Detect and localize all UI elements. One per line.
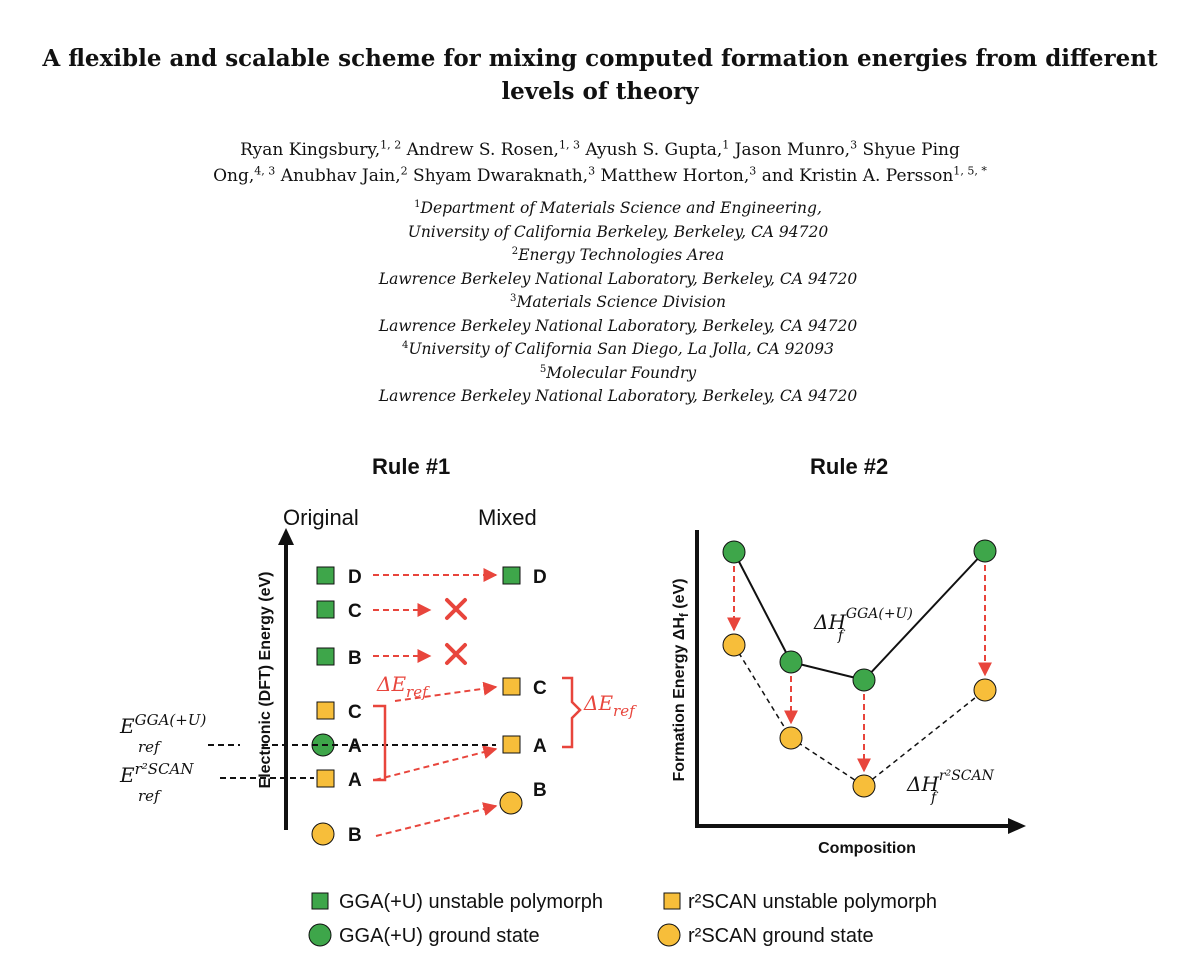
figure-rule-diagram: Rule #1 Original Mixed Electronic (DFT) …: [119, 454, 1026, 947]
eref-scan-sub: ref: [138, 787, 162, 805]
title-line-2: levels of theory: [501, 78, 699, 105]
rule1-title: Rule #1: [372, 454, 450, 479]
rule1-y-axis-arrowhead: [278, 528, 294, 545]
author: Matthew Horton,3: [595, 164, 757, 186]
orig-label-B-scan: B: [348, 825, 362, 846]
gga-point-2: [779, 650, 803, 674]
mixed-label-B: B: [533, 780, 547, 801]
scan-hull-line: [733, 644, 986, 787]
authors-line-2: Ong,4, 3 Anubhav Jain,2 Shyam Dwaraknath…: [0, 163, 1200, 189]
orig-label-A-scan: A: [348, 770, 362, 791]
affiliation-line: 4University of California San Diego, La …: [402, 339, 834, 358]
orig-label-C-scan: C: [348, 702, 362, 723]
gga-point-3: [852, 668, 876, 692]
orig-B-gga-square: [316, 647, 335, 666]
gga-hull-line: [733, 550, 986, 682]
original-delta-bracket: [373, 704, 387, 782]
legend-yellow-circle-icon: [657, 923, 681, 947]
affiliation-line: Lawrence Berkeley National Laboratory, B…: [378, 387, 858, 405]
mixed-C-scan-square: [502, 677, 521, 696]
orig-A-scan-square: [316, 769, 335, 788]
author: Shyue Ping: [857, 140, 960, 160]
orig-label-D: D: [348, 567, 362, 588]
rule1-mixed-header: Mixed: [478, 505, 537, 530]
scan-hull-label: ΔHr²SCAN: [906, 768, 995, 796]
title-line-1: A flexible and scalable scheme for mixin…: [42, 45, 1158, 72]
affiliation-line: 5Molecular Foundry: [539, 363, 697, 382]
mixed-label-D: D: [533, 567, 547, 588]
legend-scan-ground: r²SCAN ground state: [688, 925, 874, 947]
arrow-B-to-mixed: [375, 802, 498, 837]
scan-point-4: [973, 678, 997, 702]
orig-label-A-gga: A: [348, 736, 362, 757]
gga-hull-label: ΔHGGA(+U): [813, 606, 913, 634]
discard-x-icon-C: [445, 598, 467, 620]
delta-eref-label-mixed: ΔEref: [583, 691, 637, 720]
author: Anubhav Jain,2: [275, 164, 408, 186]
orig-D-gga-square: [316, 566, 335, 585]
figure-legend: GGA(+U) unstable polymorph r²SCAN unstab…: [308, 891, 937, 947]
author: Ong,4, 3: [213, 164, 276, 186]
affiliation-list: 1Department of Materials Science and Eng…: [0, 197, 1200, 409]
legend-gga-unstable: GGA(+U) unstable polymorph: [339, 891, 603, 913]
rule2-x-axis-label: Composition: [818, 840, 916, 857]
authors-line-1: Ryan Kingsbury,1, 2 Andrew S. Rosen,1, 3…: [0, 137, 1200, 163]
author: Jason Munro,3: [729, 138, 858, 160]
eref-gga-sub: ref: [138, 738, 162, 756]
mixed-delta-bracket: [562, 676, 582, 749]
author: and Kristin A. Persson1, 5, *: [756, 164, 987, 186]
scan-point-1: [722, 633, 746, 657]
eref-gga-label: EGGA(+U): [119, 711, 206, 738]
affiliation-line: 2Energy Technologies Area: [511, 245, 725, 264]
affiliation-line: University of California Berkeley, Berke…: [407, 222, 829, 241]
rule2-panel: Rule #2 Composition Formation Energy ΔHf…: [671, 454, 1026, 857]
scan-point-2: [779, 726, 803, 750]
orig-B-scan-circle: [311, 822, 335, 846]
author: Ayush S. Gupta,1: [580, 138, 730, 160]
orig-label-B-gga: B: [348, 648, 362, 669]
author: Shyam Dwaraknath,3: [407, 164, 596, 186]
author-list: Ryan Kingsbury,1, 2 Andrew S. Rosen,1, 3…: [0, 137, 1200, 189]
mixed-A-scan-square: [502, 735, 521, 754]
eref-scan-label: Er²SCAN: [119, 760, 194, 787]
affiliation-line: 1Department of Materials Science and Eng…: [414, 198, 822, 217]
legend-scan-unstable: r²SCAN unstable polymorph: [688, 891, 937, 913]
orig-C-scan-square: [316, 701, 335, 720]
affiliation-line: 3Materials Science Division: [510, 292, 726, 311]
mixed-D-gga-square: [502, 566, 521, 585]
rule2-y-axis-label: Formation Energy ΔHf (eV): [671, 578, 691, 781]
orig-label-C-gga: C: [348, 601, 362, 622]
delta-eref-label-original: ΔEref: [376, 672, 430, 701]
legend-yellow-square-icon: [663, 892, 681, 910]
discard-x-icon-B: [445, 643, 467, 665]
scan-hull-label-sub: f: [930, 790, 939, 806]
mixed-B-scan-circle: [499, 791, 523, 815]
rule1-original-header: Original: [283, 505, 359, 530]
legend-green-square-icon: [311, 892, 329, 910]
scan-point-3: [852, 774, 876, 798]
rule1-panel: Rule #1 Original Mixed Electronic (DFT) …: [119, 454, 637, 846]
legend-green-circle-icon: [308, 923, 332, 947]
legend-gga-ground: GGA(+U) ground state: [339, 925, 540, 947]
orig-C-gga-square: [316, 600, 335, 619]
author: Andrew S. Rosen,1, 3: [401, 138, 581, 160]
arrow-A-to-mixed: [374, 745, 498, 781]
arrow-C-to-mixed: [394, 681, 498, 702]
gga-point-4: [973, 539, 997, 563]
gga-point-1: [722, 540, 746, 564]
gga-hull-label-sub: f: [837, 628, 846, 644]
rule1-y-axis-label: Electronic (DFT) Energy (eV): [257, 572, 274, 789]
rule2-x-axis-arrowhead: [1008, 818, 1026, 834]
rule2-title: Rule #2: [810, 454, 888, 479]
mixed-label-A: A: [533, 736, 547, 757]
paper-title: A flexible and scalable scheme for mixin…: [0, 42, 1200, 108]
mixed-label-C: C: [533, 678, 547, 699]
affiliation-line: Lawrence Berkeley National Laboratory, B…: [378, 269, 858, 288]
author: Ryan Kingsbury,1, 2: [240, 138, 402, 160]
affiliation-line: Lawrence Berkeley National Laboratory, B…: [378, 316, 858, 335]
